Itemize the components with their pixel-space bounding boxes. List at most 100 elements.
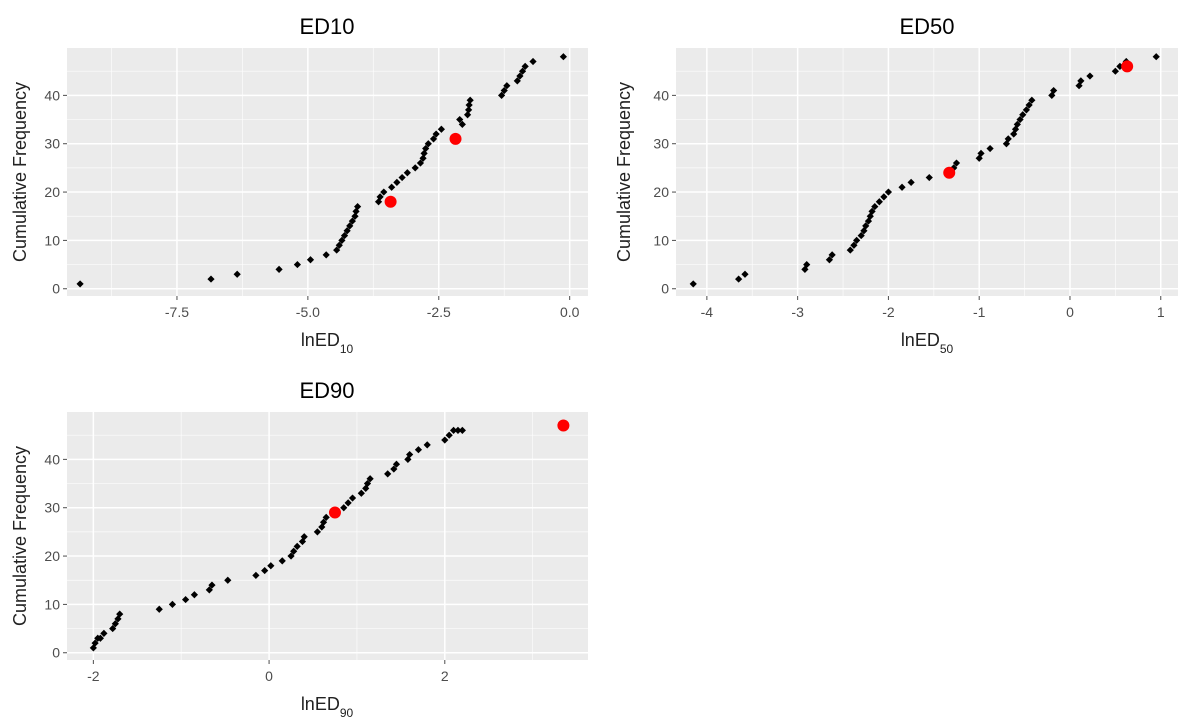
data-point [363, 479, 372, 488]
data-point [424, 140, 432, 148]
data-point [322, 513, 330, 521]
data-point [390, 465, 398, 473]
data-point [1077, 77, 1085, 85]
data-point [1028, 96, 1036, 104]
data-point [275, 265, 283, 274]
data-point [907, 178, 915, 186]
data-point [828, 251, 836, 259]
data-point [925, 173, 933, 182]
data-point [441, 436, 449, 444]
y-tick-label: 20 [44, 548, 60, 564]
x-axis-title-main: lnED [301, 694, 340, 714]
data-point [344, 499, 352, 507]
x-tick-label: -2.5 [427, 304, 451, 320]
data-point [857, 231, 865, 240]
x-axis-title: lnED90 [301, 694, 354, 718]
data-point [207, 275, 215, 283]
data-point [351, 212, 359, 220]
data-point [416, 159, 425, 167]
data-point [463, 111, 472, 119]
data-point [393, 178, 401, 186]
y-tick-label: 0 [52, 645, 60, 661]
data-point [340, 504, 348, 512]
y-tick-label: 40 [653, 87, 669, 103]
data-point [319, 518, 328, 526]
y-axis-title: Cumulative Frequency [10, 446, 30, 626]
data-point [89, 644, 97, 652]
data-point [465, 101, 473, 109]
data-point [500, 86, 508, 95]
data-point [392, 460, 401, 468]
data-point [267, 562, 275, 570]
y-axis-title: Cumulative Frequency [614, 82, 634, 262]
data-point [205, 586, 213, 594]
data-point [343, 227, 351, 235]
data-point [454, 426, 462, 434]
data-point [458, 120, 466, 128]
data-point [449, 426, 458, 434]
data-point [884, 188, 893, 196]
x-axis-title-subscript: 90 [340, 706, 354, 718]
data-point [414, 446, 423, 454]
highlight-point [449, 132, 462, 145]
data-point [986, 144, 994, 153]
data-point [801, 265, 809, 274]
x-axis-title-subscript: 10 [340, 342, 354, 356]
data-point [853, 236, 861, 245]
x-tick-label: -7.5 [165, 304, 189, 320]
highlight-point [1121, 60, 1134, 73]
data-point [116, 610, 124, 618]
data-point [1013, 120, 1021, 128]
data-point [498, 91, 506, 99]
x-axis-title: lnED10 [301, 330, 354, 356]
data-point [466, 96, 474, 104]
data-point [1010, 130, 1018, 138]
x-tick-label: 0 [1066, 304, 1074, 320]
data-point [190, 591, 198, 599]
x-tick-label: 2 [441, 668, 449, 684]
data-point [846, 246, 854, 254]
data-point [465, 106, 473, 114]
data-point [100, 629, 108, 638]
y-tick-label: 0 [661, 281, 669, 297]
y-tick-label: 0 [52, 281, 60, 297]
data-point [437, 125, 445, 133]
data-point [348, 494, 357, 502]
data-point [411, 164, 419, 172]
data-point [388, 183, 396, 191]
data-point [346, 222, 354, 230]
data-point [76, 280, 84, 288]
data-point [735, 275, 743, 283]
data-point [423, 441, 431, 449]
y-tick-label: 20 [44, 184, 60, 200]
data-point [384, 470, 392, 478]
data-point [1116, 62, 1124, 70]
data-point [357, 489, 365, 497]
data-point [182, 595, 190, 604]
data-point [335, 241, 343, 249]
y-tick-label: 40 [44, 87, 60, 103]
data-point [91, 639, 99, 647]
data-point [977, 149, 985, 157]
x-tick-label: -1 [973, 304, 986, 320]
data-point [340, 231, 349, 240]
data-point [1050, 86, 1058, 95]
data-point [513, 77, 521, 85]
x-tick-label: 0.0 [560, 304, 580, 320]
data-point [689, 280, 697, 288]
x-axis-title: lnED50 [901, 330, 954, 356]
data-point [338, 236, 346, 245]
data-point [952, 159, 961, 167]
x-tick-label: -4 [701, 304, 714, 320]
data-point [868, 207, 876, 215]
data-point [456, 115, 464, 124]
chart-title: ED50 [899, 14, 954, 39]
plot-background [67, 412, 588, 660]
data-point [313, 528, 321, 536]
data-point [1111, 67, 1119, 75]
data-point [1016, 115, 1024, 124]
data-point [293, 260, 301, 269]
data-point [168, 600, 177, 609]
data-point [1025, 101, 1033, 109]
